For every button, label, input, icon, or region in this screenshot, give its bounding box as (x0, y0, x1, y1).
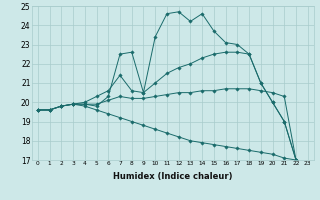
X-axis label: Humidex (Indice chaleur): Humidex (Indice chaleur) (113, 172, 233, 181)
